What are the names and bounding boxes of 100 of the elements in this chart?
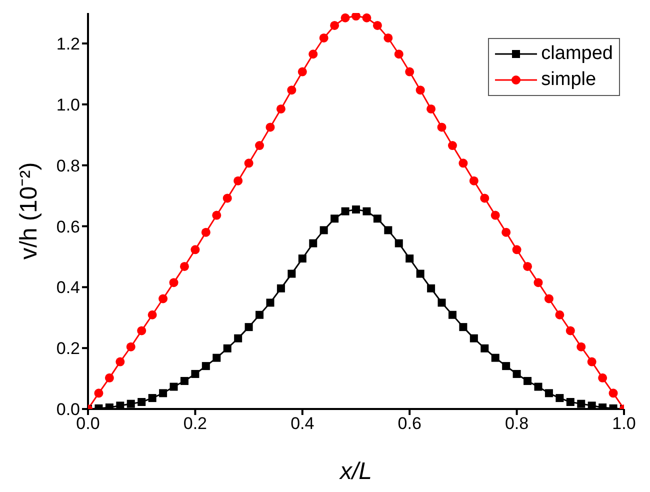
x-tick-label: 0.4 bbox=[290, 414, 314, 434]
y-tick-label: 0.2 bbox=[56, 339, 80, 358]
point bbox=[566, 398, 574, 406]
point bbox=[330, 20, 340, 30]
point bbox=[608, 388, 618, 398]
point bbox=[577, 400, 586, 408]
point bbox=[191, 370, 200, 378]
point bbox=[116, 357, 125, 366]
point bbox=[222, 194, 232, 203]
point bbox=[576, 342, 586, 352]
point bbox=[480, 194, 490, 203]
legend-label: clamped bbox=[541, 42, 613, 66]
point bbox=[255, 141, 264, 150]
point bbox=[437, 122, 446, 132]
point bbox=[352, 205, 360, 214]
point bbox=[362, 207, 371, 216]
point bbox=[448, 141, 457, 150]
point bbox=[448, 310, 456, 319]
legend-label: simple bbox=[541, 68, 596, 92]
point bbox=[244, 158, 254, 168]
point bbox=[544, 294, 554, 304]
point bbox=[159, 389, 168, 398]
point bbox=[319, 33, 328, 42]
point bbox=[234, 176, 243, 186]
point bbox=[320, 226, 328, 234]
point bbox=[180, 262, 189, 271]
point bbox=[148, 394, 156, 402]
point bbox=[555, 310, 564, 320]
point bbox=[276, 104, 286, 114]
point bbox=[524, 376, 532, 385]
point bbox=[148, 310, 157, 320]
point bbox=[426, 104, 436, 114]
point bbox=[309, 239, 318, 248]
point bbox=[276, 284, 285, 292]
point bbox=[202, 362, 210, 370]
point bbox=[384, 33, 393, 42]
point bbox=[394, 50, 404, 59]
x-tick-label: 0.8 bbox=[504, 414, 529, 434]
point bbox=[406, 254, 414, 263]
point bbox=[512, 370, 521, 378]
point bbox=[223, 344, 232, 352]
point bbox=[256, 310, 264, 319]
point bbox=[362, 13, 372, 22]
point bbox=[308, 50, 318, 59]
point bbox=[116, 402, 124, 409]
point bbox=[158, 294, 168, 304]
point bbox=[126, 400, 135, 408]
point bbox=[266, 298, 274, 307]
point bbox=[234, 334, 242, 342]
point bbox=[138, 398, 146, 406]
point bbox=[330, 214, 339, 223]
point bbox=[298, 254, 306, 263]
point bbox=[502, 362, 510, 370]
point bbox=[458, 158, 468, 168]
point bbox=[298, 67, 307, 76]
point bbox=[137, 326, 146, 336]
point bbox=[438, 298, 446, 307]
point bbox=[480, 344, 489, 352]
point bbox=[287, 86, 296, 95]
point bbox=[566, 326, 575, 336]
point bbox=[534, 278, 543, 288]
point bbox=[201, 228, 210, 237]
y-tick-label: 0.6 bbox=[56, 217, 80, 236]
x-tick-label: 0.0 bbox=[76, 414, 100, 434]
point bbox=[244, 323, 253, 332]
y-tick-label: 1.2 bbox=[56, 34, 80, 54]
point bbox=[556, 394, 564, 402]
y-axis-title: v/h (10⁻²) bbox=[16, 162, 43, 260]
point bbox=[470, 334, 478, 342]
point bbox=[523, 262, 532, 271]
point bbox=[544, 389, 553, 398]
x-tick-label: 0.2 bbox=[183, 414, 208, 434]
point bbox=[459, 323, 468, 332]
point bbox=[502, 228, 511, 237]
point bbox=[266, 122, 275, 132]
point bbox=[372, 20, 382, 30]
point bbox=[169, 278, 178, 288]
point bbox=[416, 86, 425, 95]
point bbox=[394, 239, 403, 248]
y-tick-label: 0.8 bbox=[56, 156, 80, 176]
point bbox=[491, 354, 500, 362]
point bbox=[384, 226, 392, 234]
point bbox=[490, 210, 500, 220]
point bbox=[587, 357, 596, 366]
point bbox=[126, 342, 136, 352]
point bbox=[340, 13, 350, 22]
point bbox=[534, 382, 542, 391]
point bbox=[427, 284, 436, 292]
point bbox=[212, 354, 221, 362]
point bbox=[598, 373, 608, 382]
x-tick-label: 0.6 bbox=[398, 414, 422, 434]
point bbox=[180, 376, 188, 385]
point bbox=[416, 270, 424, 278]
point bbox=[512, 245, 522, 254]
point bbox=[94, 388, 104, 398]
x-axis-title: x/L bbox=[338, 458, 372, 486]
y-tick-label: 1.0 bbox=[56, 95, 80, 114]
point bbox=[341, 207, 350, 216]
point bbox=[212, 210, 222, 220]
point bbox=[588, 402, 596, 409]
